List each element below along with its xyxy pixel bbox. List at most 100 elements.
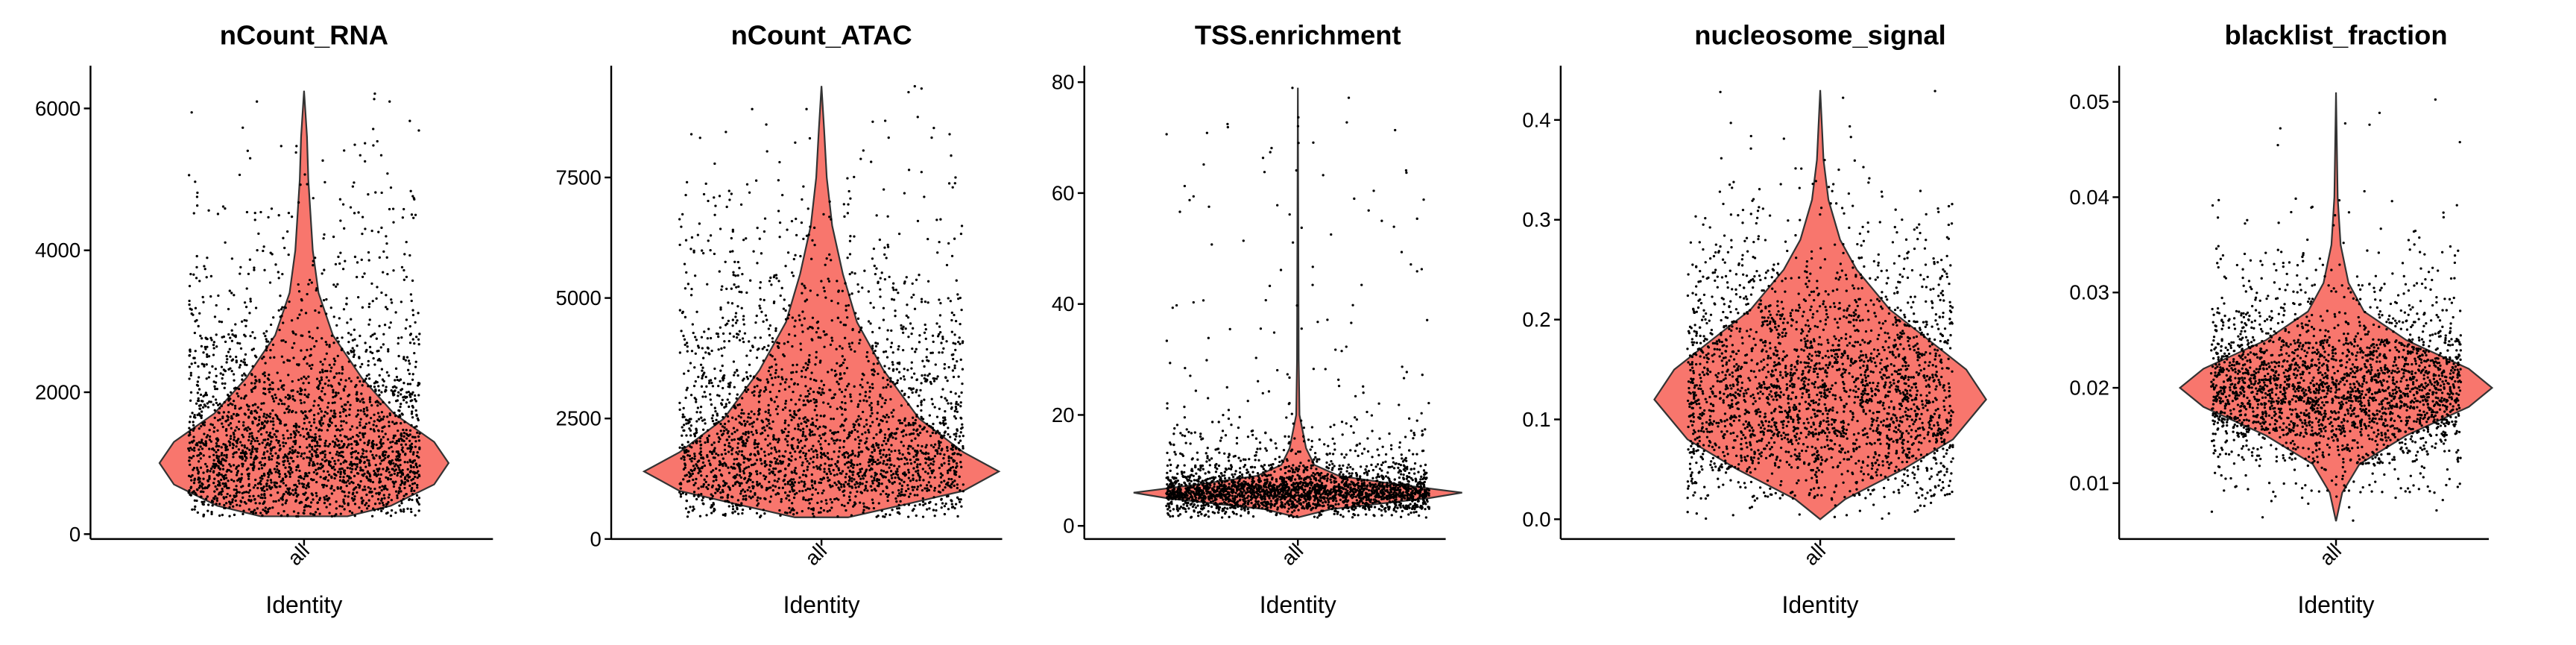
- data-point: [192, 435, 195, 438]
- data-point: [201, 400, 204, 403]
- data-point: [698, 459, 701, 462]
- data-point: [300, 388, 303, 391]
- data-point: [336, 283, 339, 286]
- data-point: [224, 207, 227, 210]
- data-point: [846, 437, 849, 440]
- data-point: [416, 417, 420, 420]
- data-point: [254, 306, 258, 309]
- data-point: [879, 428, 883, 432]
- data-point: [691, 472, 694, 476]
- data-point: [408, 497, 411, 501]
- data-point: [686, 283, 690, 286]
- data-point: [403, 486, 406, 490]
- data-point: [243, 383, 247, 386]
- data-point: [363, 272, 366, 275]
- data-point: [378, 477, 382, 480]
- data-point: [356, 261, 359, 264]
- data-point: [953, 479, 956, 482]
- data-point: [209, 467, 213, 471]
- data-point: [308, 335, 312, 339]
- data-point: [200, 416, 203, 420]
- data-point: [409, 450, 412, 453]
- data-point: [370, 282, 373, 286]
- data-point: [402, 439, 405, 443]
- data-point: [932, 446, 935, 449]
- data-point: [227, 415, 230, 419]
- data-point: [859, 383, 862, 387]
- data-point: [788, 333, 791, 336]
- data-point: [276, 491, 280, 494]
- data-point: [850, 400, 853, 403]
- data-point: [305, 437, 308, 441]
- data-point: [339, 219, 342, 222]
- data-point: [208, 371, 211, 374]
- data-point: [877, 481, 880, 485]
- data-point: [415, 413, 418, 417]
- y-tick-label: 2000: [35, 380, 80, 403]
- data-point: [929, 380, 932, 384]
- data-point: [747, 465, 751, 468]
- data-point: [886, 356, 889, 359]
- data-point: [790, 509, 793, 512]
- data-point: [278, 328, 281, 332]
- data-point: [721, 285, 724, 288]
- data-point: [275, 482, 278, 485]
- data-point: [278, 449, 281, 452]
- data-point: [338, 411, 342, 415]
- data-point: [891, 351, 894, 354]
- data-point: [884, 476, 887, 479]
- data-point: [911, 485, 914, 488]
- data-point: [242, 509, 245, 512]
- data-point: [845, 473, 848, 476]
- data-point: [873, 476, 876, 479]
- data-point: [763, 497, 766, 500]
- data-point: [385, 242, 388, 245]
- data-point: [717, 488, 721, 491]
- data-point: [714, 204, 717, 207]
- data-point: [941, 388, 944, 391]
- data-point: [349, 437, 353, 440]
- data-point: [932, 463, 935, 466]
- data-point: [783, 298, 786, 301]
- data-point: [793, 450, 797, 453]
- data-point: [405, 391, 408, 394]
- data-point: [226, 448, 230, 451]
- data-point: [416, 431, 419, 434]
- data-point: [368, 398, 371, 401]
- data-point: [803, 284, 806, 287]
- data-point: [802, 496, 805, 499]
- data-point: [387, 496, 391, 499]
- data-point: [359, 418, 362, 421]
- data-point: [826, 452, 830, 455]
- data-point: [400, 500, 403, 503]
- data-point: [736, 429, 739, 432]
- data-point: [354, 450, 358, 453]
- data-point: [303, 393, 306, 397]
- data-point: [701, 496, 705, 500]
- data-point: [727, 401, 731, 404]
- data-point: [768, 280, 771, 283]
- data-point: [393, 472, 396, 476]
- data-point: [806, 327, 809, 330]
- data-point: [787, 464, 790, 467]
- data-point: [858, 442, 861, 445]
- data-point: [320, 418, 323, 421]
- data-point: [264, 506, 267, 509]
- data-point: [382, 418, 385, 421]
- data-point: [726, 496, 729, 499]
- data-point: [755, 512, 759, 515]
- data-point: [190, 456, 193, 459]
- data-point: [283, 403, 286, 406]
- data-point: [921, 500, 925, 503]
- data-point: [827, 280, 831, 283]
- data-point: [371, 453, 374, 456]
- data-point: [853, 483, 856, 486]
- data-point: [924, 374, 926, 377]
- data-point: [232, 456, 235, 459]
- data-point: [801, 292, 804, 295]
- data-point: [825, 473, 829, 476]
- data-point: [766, 444, 769, 447]
- data-point: [890, 450, 893, 453]
- data-point: [754, 447, 757, 450]
